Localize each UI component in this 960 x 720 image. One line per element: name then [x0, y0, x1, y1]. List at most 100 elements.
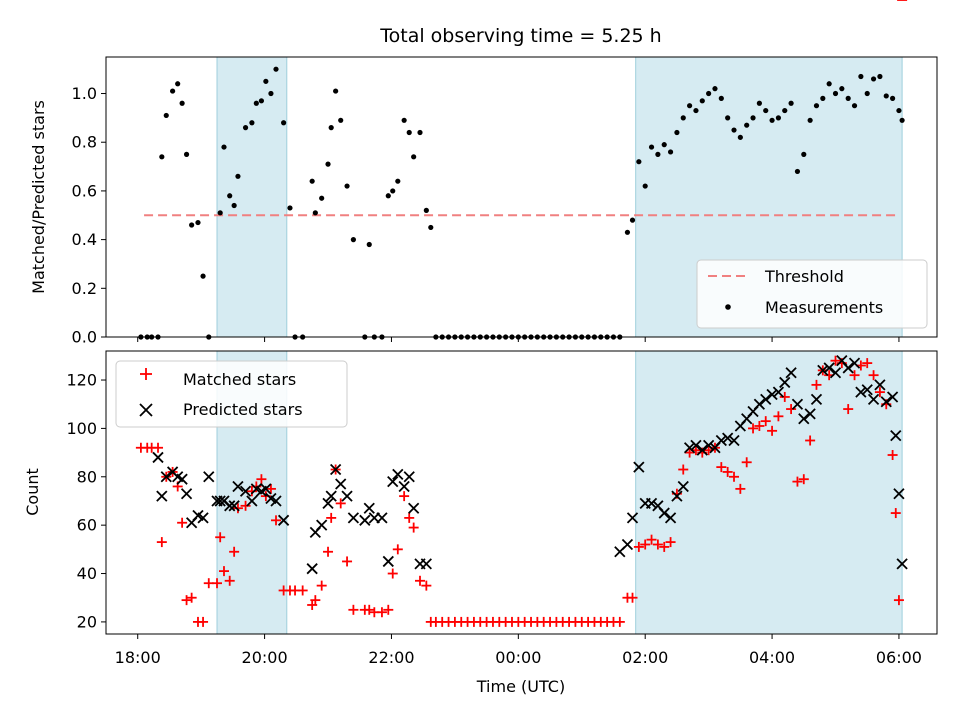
predicted-star-point [203, 471, 215, 483]
predicted-star-stroke-b [192, 509, 204, 522]
measurement-point [845, 95, 851, 101]
predicted-star-stroke-b [645, 497, 658, 510]
predicted-star-point [842, 362, 854, 374]
matched-star-point [415, 575, 426, 586]
measurement-point [411, 154, 417, 160]
matched-star-point [741, 457, 752, 468]
bottom-y-tick-label: 40 [77, 564, 97, 583]
predicted-star-point [874, 379, 886, 391]
predicted-star-point [363, 502, 375, 514]
predicted-star-stroke-b [265, 492, 277, 505]
top-y-ticks: 0.0 0.2 0.4 0.6 0.8 1.0 [72, 84, 106, 347]
matched-star-point [399, 491, 410, 502]
measurement-point [782, 107, 788, 114]
bottom-y-tick-label: 60 [77, 516, 97, 535]
bottom-legend-box [115, 360, 348, 428]
matched-star-point [229, 546, 240, 557]
predicted-star-point [246, 495, 258, 507]
predicted-star-stroke-b [848, 357, 861, 369]
measurement-point [249, 120, 255, 126]
matched-star-point [729, 471, 740, 482]
predicted-star-point [702, 439, 715, 451]
measurement-point [667, 149, 674, 155]
bottom-y-tick-label: 120 [66, 371, 97, 390]
predicted-star-stroke-b [232, 480, 244, 493]
measurement-point [629, 217, 636, 223]
measurement-point [235, 173, 241, 179]
matched-star-point [811, 379, 822, 390]
measurement-point [287, 205, 293, 211]
predicted-star-stroke-b [766, 388, 778, 401]
measurement-point [731, 127, 737, 133]
measurement-point [319, 195, 325, 201]
predicted-star-stroke-b [363, 502, 375, 514]
matched-star-point [326, 512, 337, 523]
predicted-star-stroke-b [335, 478, 347, 490]
predicted-star-point [715, 434, 727, 447]
predicted-star-point [728, 434, 740, 447]
predicted-star-point [376, 512, 388, 524]
predicted-star-stroke-b [785, 367, 797, 379]
matched-stars-points [135, 0, 908, 627]
matched-star-point [297, 585, 308, 596]
predicted-star-point [228, 500, 240, 512]
legend-predicted-swatch [139, 403, 153, 417]
predicted-star-stroke-b [214, 495, 226, 507]
measurement-point [655, 151, 661, 157]
predicted-star-stroke-b [392, 468, 404, 480]
predicted-star-stroke-b [855, 386, 867, 398]
predicted-star-stroke-b [152, 451, 164, 464]
predicted-star-stroke-b [180, 488, 193, 500]
matched-star-point [181, 595, 192, 606]
measurement-point [820, 95, 826, 101]
predicted-star-point [329, 463, 342, 476]
measurement-point [406, 129, 412, 136]
predicted-star-point [156, 490, 168, 502]
predicted-star-point [341, 490, 353, 502]
measurement-point [693, 107, 699, 114]
top-legend: Threshold Measurements [696, 259, 928, 329]
predicted-stars-points [152, 355, 908, 575]
matched-star-point [392, 544, 403, 555]
predicted-star-stroke-b [239, 485, 252, 497]
predicted-star-point [677, 480, 689, 493]
matched-star-point [830, 355, 841, 366]
predicted-star-stroke-b [690, 439, 702, 451]
predicted-star-point [810, 393, 823, 406]
matched-star-point [177, 517, 188, 528]
measurement-point [170, 88, 176, 94]
predicted-star-stroke-b [715, 434, 727, 447]
measurement-point [183, 151, 190, 157]
matched-star-point [748, 423, 759, 434]
bottom-x-tick-label: 00:00 [495, 648, 541, 667]
matched-star-point [716, 462, 727, 473]
legend-threshold-label: Threshold [764, 267, 844, 286]
predicted-star-stroke-b [408, 502, 420, 514]
predicted-star-point [160, 471, 172, 483]
measurement-point [200, 273, 206, 279]
matched-star-point [887, 450, 898, 461]
matched-star-point [218, 566, 229, 577]
measurement-point [281, 120, 287, 126]
top-plot-frame [105, 56, 938, 338]
predicted-star-point [785, 367, 797, 379]
measurement-point [273, 66, 279, 72]
top-y-tick-label: 0.4 [72, 230, 97, 249]
top-y-tick-label: 0.2 [72, 279, 97, 298]
measurement-point [775, 115, 782, 121]
predicted-star-point [277, 514, 290, 526]
top-y-axis-label: Matched/Predicted stars [29, 100, 48, 294]
measurement-point [896, 107, 902, 114]
predicted-star-point [197, 512, 209, 524]
predicted-star-stroke-b [874, 379, 886, 391]
measurement-point [344, 183, 350, 189]
predicted-star-point [664, 512, 677, 524]
matched-star-point [659, 541, 670, 552]
matched-star-point [224, 575, 235, 586]
matched-star-point [735, 483, 746, 494]
predicted-star-stroke-b [621, 538, 634, 551]
measurement-point [242, 125, 249, 131]
matched-star-point [404, 512, 415, 523]
matched-star-point [335, 498, 346, 509]
bottom-x-tick-label: 06:00 [876, 648, 922, 667]
